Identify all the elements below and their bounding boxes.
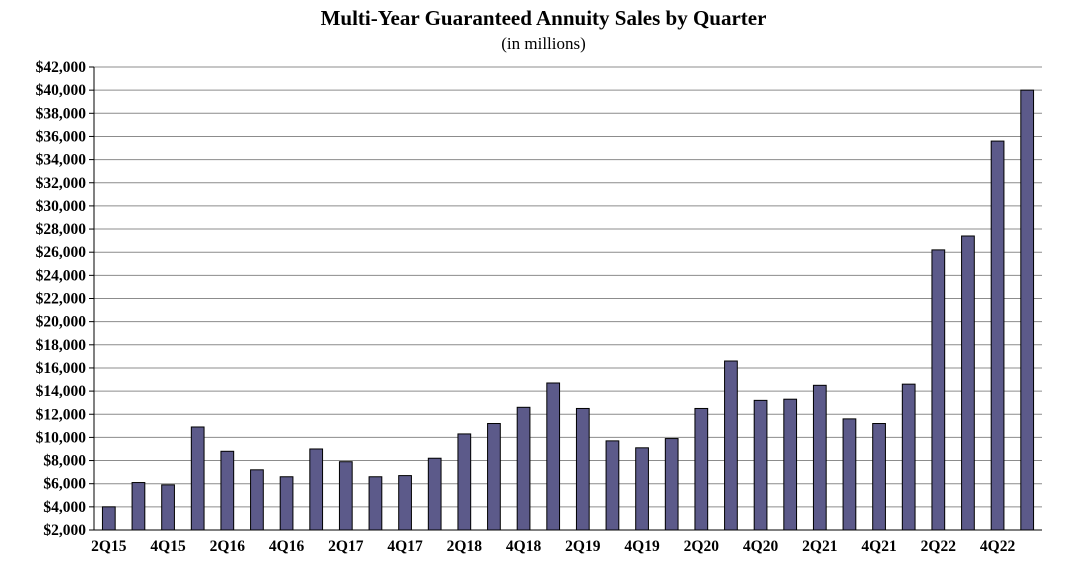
bar-4Q16 bbox=[279, 476, 294, 531]
bar-2Q19 bbox=[575, 407, 590, 531]
x-tick-label: 2Q17 bbox=[328, 538, 364, 555]
chart-title: Multi-Year Guaranteed Annuity Sales by Q… bbox=[320, 6, 767, 30]
bar-2Q21 bbox=[812, 384, 827, 531]
x-tick-label: 2Q22 bbox=[921, 538, 957, 555]
y-tick-label: $14,000 bbox=[36, 383, 87, 400]
bar-1Q16 bbox=[190, 426, 205, 531]
bar-4Q18 bbox=[516, 406, 531, 531]
x-tick-label: 2Q18 bbox=[447, 538, 483, 555]
gridlines bbox=[94, 66, 1042, 531]
x-tick-label: 2Q16 bbox=[210, 538, 246, 555]
y-tick-label: $24,000 bbox=[36, 267, 87, 284]
y-tick-label: $36,000 bbox=[36, 128, 87, 145]
bar-3Q16 bbox=[250, 469, 264, 531]
bar-1Q17 bbox=[309, 448, 324, 531]
y-tick-label: $16,000 bbox=[36, 360, 87, 377]
bar-3Q18 bbox=[487, 423, 501, 531]
y-tick-label: $10,000 bbox=[36, 429, 87, 446]
bar-4Q21 bbox=[872, 423, 886, 531]
y-tick-label: $8,000 bbox=[43, 453, 86, 470]
x-tick-label: 2Q20 bbox=[684, 538, 720, 555]
y-tick-label: $4,000 bbox=[43, 499, 86, 516]
bar-2Q18 bbox=[457, 433, 472, 531]
x-tick-label: 4Q22 bbox=[980, 538, 1016, 555]
bar-3Q20 bbox=[724, 360, 738, 531]
y-tick-label: $26,000 bbox=[36, 244, 87, 261]
bar-2Q16 bbox=[220, 450, 235, 531]
bar-2Q22 bbox=[931, 249, 946, 531]
x-tick-label: 4Q17 bbox=[387, 538, 423, 555]
chart-subtitle: (in millions) bbox=[501, 34, 586, 53]
bar-4Q22 bbox=[990, 140, 1005, 531]
x-tick-label: 4Q21 bbox=[861, 538, 896, 555]
bar-1Q18 bbox=[427, 457, 442, 531]
bar-4Q20 bbox=[753, 399, 768, 531]
y-tick-label: $38,000 bbox=[36, 105, 87, 122]
bar-3Q21 bbox=[842, 418, 857, 531]
bar-4Q17 bbox=[398, 475, 412, 531]
bar-1Q23 bbox=[1020, 89, 1035, 531]
y-tick-label: $22,000 bbox=[36, 291, 87, 308]
y-tick-label: $20,000 bbox=[36, 314, 87, 331]
y-tick-label: $30,000 bbox=[36, 198, 87, 215]
y-tick-label: $28,000 bbox=[36, 221, 87, 238]
bar-2Q17 bbox=[338, 461, 353, 531]
bar-4Q19 bbox=[635, 447, 649, 531]
y-tick-label: $18,000 bbox=[36, 337, 87, 354]
bar-4Q15 bbox=[161, 484, 175, 531]
x-tick-label: 4Q19 bbox=[624, 538, 660, 555]
x-tick-label: 2Q15 bbox=[91, 538, 127, 555]
x-axis-ticks: 2Q15 4Q15 2Q16 4Q16 2Q17 4Q17 2Q18 4Q18 2Q19 4Q19… bbox=[91, 538, 1015, 555]
y-axis-ticks: $2,000 $4,000 $6,000 $8,000 $10,000 $12,000 $1… bbox=[36, 59, 94, 539]
x-tick-label: 2Q19 bbox=[565, 538, 601, 555]
x-tick-label: 4Q16 bbox=[269, 538, 305, 555]
y-tick-label: $12,000 bbox=[36, 406, 87, 423]
x-tick-label: 2Q21 bbox=[802, 538, 837, 555]
bar-1Q19 bbox=[546, 382, 561, 531]
x-tick-label: 4Q20 bbox=[743, 538, 779, 555]
y-tick-label: $42,000 bbox=[36, 59, 87, 76]
bar-2Q20 bbox=[694, 407, 709, 531]
bar-1Q21 bbox=[783, 398, 798, 531]
y-tick-label: $40,000 bbox=[36, 82, 87, 99]
bar-2Q15 bbox=[101, 506, 116, 531]
y-tick-label: $34,000 bbox=[36, 152, 87, 169]
y-tick-label: $2,000 bbox=[43, 522, 86, 539]
bar-1Q22 bbox=[901, 383, 916, 531]
bar-3Q15 bbox=[131, 482, 146, 531]
y-tick-label: $6,000 bbox=[43, 476, 86, 493]
x-tick-label: 4Q18 bbox=[506, 538, 542, 555]
bar-3Q22 bbox=[961, 235, 975, 531]
x-tick-label: 4Q15 bbox=[150, 538, 186, 555]
bar-3Q17 bbox=[368, 476, 383, 531]
bar-3Q19 bbox=[605, 440, 620, 531]
bar-1Q20 bbox=[664, 438, 679, 531]
bars bbox=[101, 89, 1035, 531]
y-tick-label: $32,000 bbox=[36, 175, 87, 192]
